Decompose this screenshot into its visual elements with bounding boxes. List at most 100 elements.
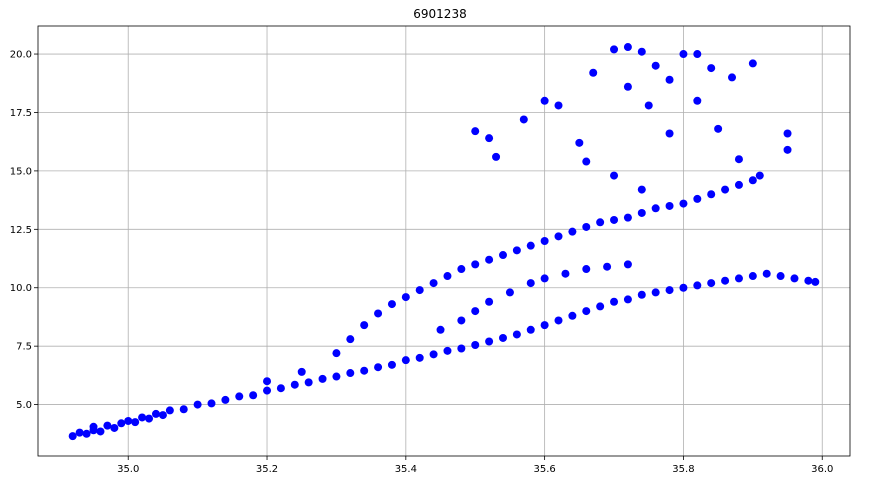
data-point [526,325,535,334]
data-point [360,321,369,330]
data-point [651,204,660,213]
data-point [179,405,188,414]
x-axis: 35.0 35.2 35.4 35.6 35.8 36.0 [117,456,833,475]
data-point [297,367,306,376]
data-point [526,241,535,250]
data-point [589,68,598,77]
data-point [762,269,771,278]
data-point [707,279,716,288]
data-point [610,297,619,306]
data-point [505,288,514,297]
data-point [471,340,480,349]
data-point [721,185,730,194]
data-point [318,374,327,383]
data-point [693,281,702,290]
data-point [158,411,167,420]
data-point [131,418,140,427]
data-point [748,272,757,281]
data-point [776,272,785,281]
y-tick-label: 17.5 [10,108,32,119]
data-point [443,346,452,355]
data-point [596,302,605,311]
data-point [117,419,126,428]
data-point [714,124,723,133]
data-point [637,208,646,217]
data-point [429,350,438,359]
data-point [304,378,313,387]
data-point [721,276,730,285]
data-point [471,260,480,269]
y-tick-label: 10.0 [10,283,32,294]
data-point [755,171,764,180]
data-point [436,325,445,334]
data-point [596,218,605,227]
data-point [707,190,716,199]
data-point [165,406,174,415]
data-points [68,43,820,441]
data-point [734,180,743,189]
data-point [707,64,716,73]
data-point [82,429,91,438]
data-point [151,409,160,418]
data-point [783,129,792,138]
data-point [748,176,757,185]
data-point [75,428,84,437]
data-point [637,290,646,299]
data-point [207,399,216,408]
x-tick-label: 35.6 [533,464,555,475]
data-point [665,75,674,84]
data-point [415,353,424,362]
data-point [457,344,466,353]
data-point [693,50,702,59]
y-tick-label: 12.5 [10,225,32,236]
y-tick-label: 15.0 [10,166,32,177]
data-point [138,413,147,422]
data-point [387,300,396,309]
data-point [485,255,494,264]
data-point [485,297,494,306]
data-point [540,321,549,330]
data-point [693,194,702,203]
data-point [471,127,480,136]
y-tick-label: 7.5 [16,342,32,353]
data-point [623,82,632,91]
data-point [68,432,77,441]
data-point [610,171,619,180]
data-point [263,377,272,386]
data-point [623,43,632,52]
data-point [804,276,813,285]
data-point [679,199,688,208]
x-tick-label: 35.2 [256,464,278,475]
data-point [623,260,632,269]
data-point [387,360,396,369]
data-point [811,277,820,286]
x-tick-label: 35.4 [395,464,417,475]
data-point [145,414,154,423]
data-point [485,337,494,346]
data-point [401,356,410,365]
data-point [519,115,528,124]
data-point [193,400,202,409]
data-point [512,246,521,255]
data-point [443,272,452,281]
data-point [374,363,383,372]
chart-title: 6901238 [413,7,466,21]
data-point [276,384,285,393]
data-point [263,386,272,395]
data-point [346,369,355,378]
data-point [575,138,584,147]
data-point [651,288,660,297]
y-axis: 5.0 7.5 10.0 12.5 15.0 17.5 20.0 [10,50,38,411]
data-point [734,274,743,283]
data-point [526,279,535,288]
data-point [540,96,549,105]
data-point [568,227,577,236]
data-point [498,251,507,260]
data-point [651,61,660,70]
data-point [665,201,674,210]
data-point [582,307,591,316]
data-point [485,134,494,143]
data-point [679,283,688,292]
data-point [332,349,341,358]
data-point [748,59,757,68]
